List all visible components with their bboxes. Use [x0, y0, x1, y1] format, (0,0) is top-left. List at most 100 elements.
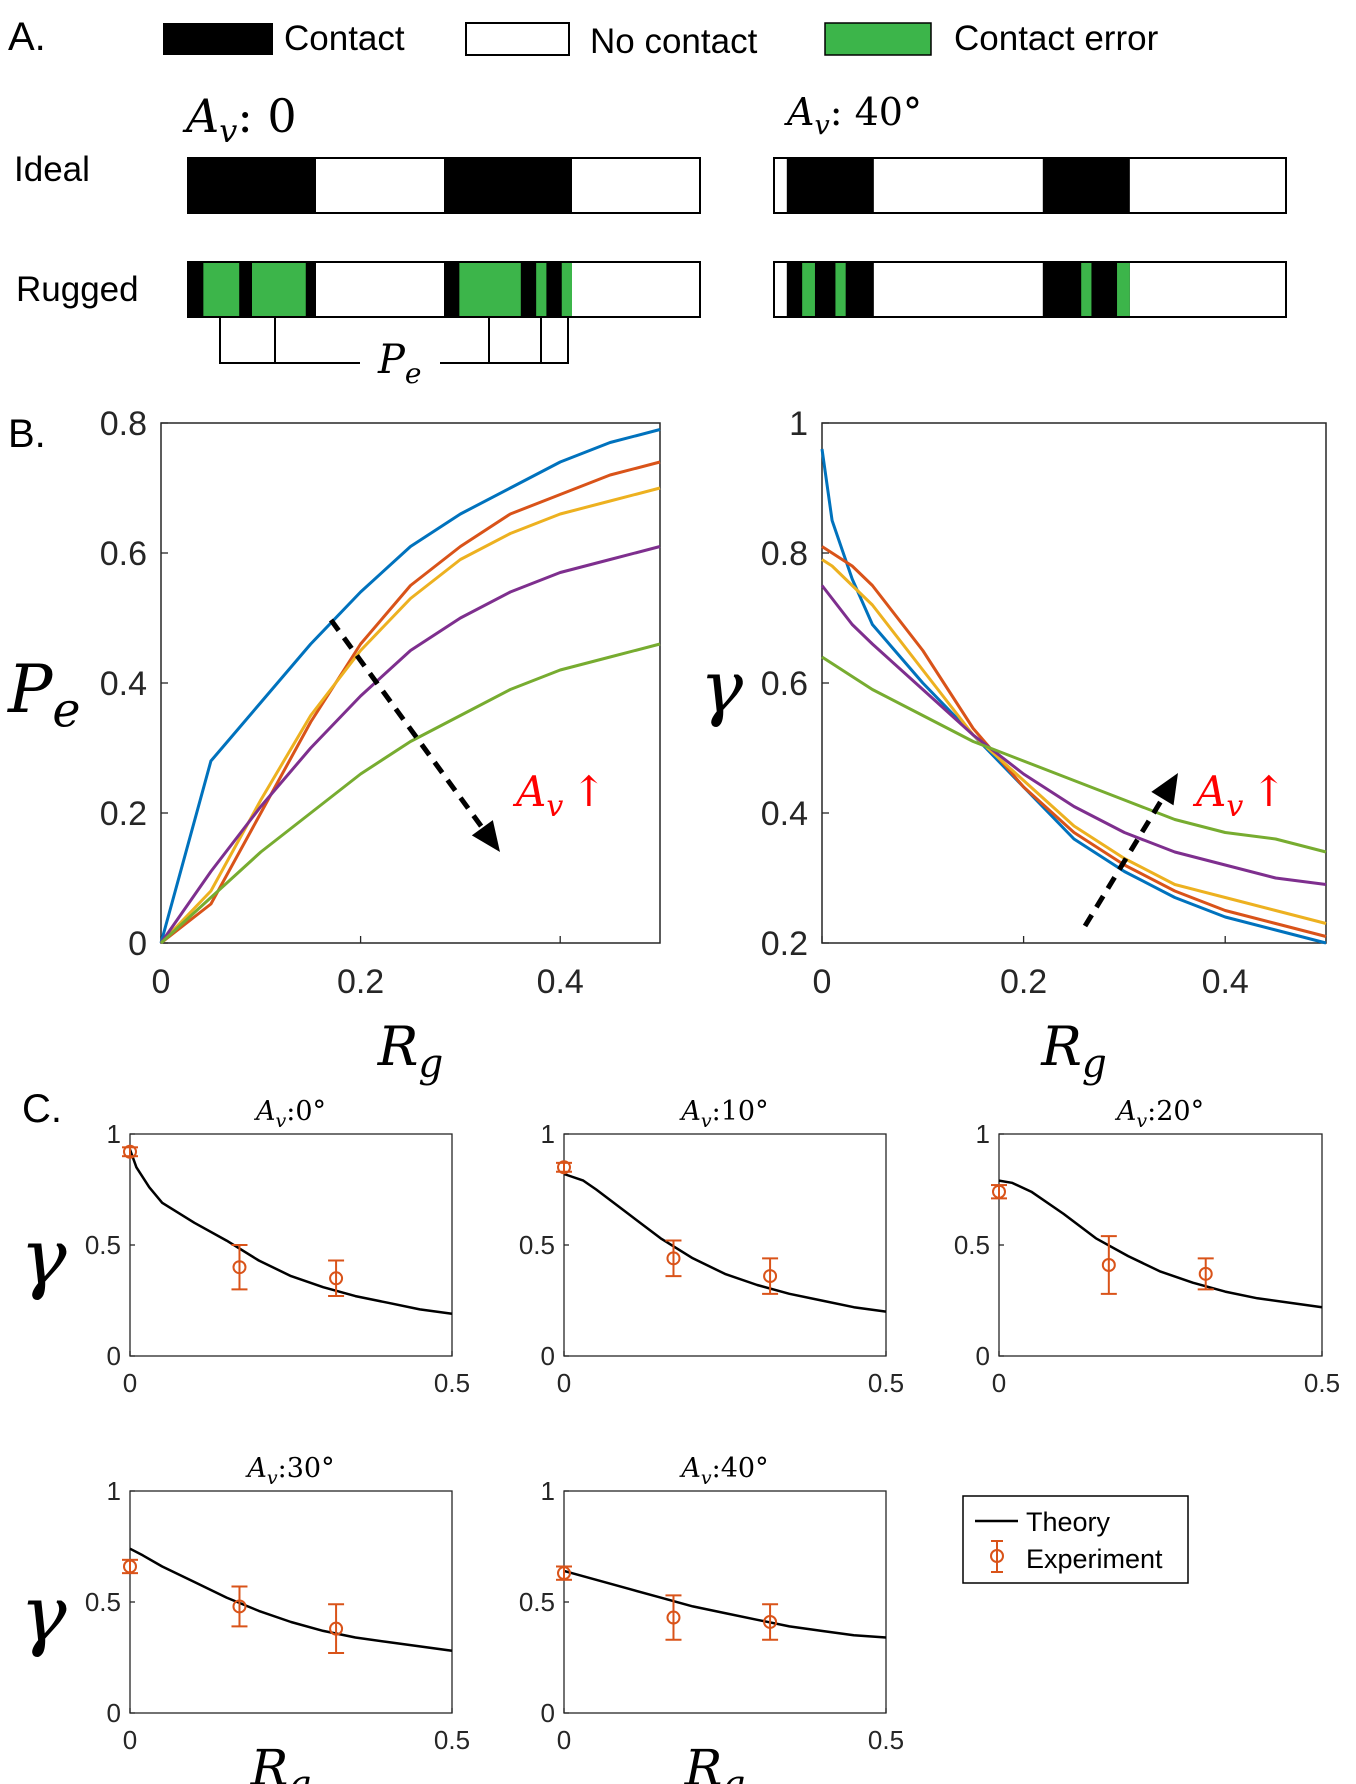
c3-experiment-point-1: [232, 1599, 247, 1614]
bright-ytick-label-4: 1: [789, 405, 808, 443]
legend-contact-error-swatch: [824, 22, 932, 56]
bleft-ytick-label-2: 0.4: [100, 665, 147, 703]
c2-xtick-label-1: 0.5: [1304, 1368, 1340, 1398]
bleft-ytick-label-4: 0.8: [100, 405, 147, 443]
c3-title: Av:30°: [244, 1453, 334, 1489]
c4-ytick-label-1: 0.5: [519, 1587, 555, 1617]
c4-experiment-point-0: [557, 1566, 571, 1581]
bleft-xtick-label-1: 0.2: [337, 963, 384, 1001]
error-segment-rugged_0-5: [536, 262, 547, 317]
c3-ytick-label-1: 0.5: [85, 1587, 121, 1617]
bar-frame-ideal_40: [773, 157, 1287, 214]
legend-c-box: [962, 1495, 1189, 1584]
bleft-series-0: [159, 428, 661, 944]
bright-series-2: [821, 558, 1327, 925]
c0-experiment-point-1: [232, 1260, 247, 1275]
c2-xtick-label-0: 0: [992, 1368, 1006, 1398]
contact-segment-rugged_40-0: [786, 262, 874, 317]
bright-ytick-label-3: 0.8: [761, 535, 808, 573]
bright-series-4: [821, 655, 1327, 854]
bleft-series-1: [160, 460, 661, 945]
c1-ytick-label-1: 0.5: [519, 1230, 555, 1260]
bright-series-1: [821, 545, 1327, 938]
bright-xlabel: Rg: [1040, 1015, 1107, 1087]
legend-c: Theory Experiment: [962, 1495, 1189, 1584]
c1-axes-box: [563, 1133, 887, 1357]
c3-theory-line: [129, 1547, 453, 1653]
c4-experiment-point-1: [666, 1610, 681, 1625]
bright-ytick-label-0: 0.2: [761, 925, 808, 963]
bright-series-3: [820, 584, 1327, 886]
c4-title: Av:40°: [678, 1453, 768, 1489]
error-segment-rugged_40-5: [1117, 262, 1130, 317]
bright-ytick-label-2: 0.6: [761, 665, 808, 703]
c3-ytick-label-0: 0: [107, 1698, 121, 1728]
contact-segment-ideal_0-0: [188, 158, 316, 213]
row-label-ideal: Ideal: [14, 150, 90, 189]
c1-xtick-label-1: 0.5: [868, 1368, 904, 1398]
bright-ylabel: γ: [700, 645, 744, 729]
c0-ytick-label-0: 0: [107, 1341, 121, 1371]
c4-ytick-label-0: 0: [541, 1698, 555, 1728]
c4-theory-line: [563, 1569, 887, 1639]
c4-xtick-label-0: 0: [557, 1725, 571, 1755]
bar-frame-rugged_0: [187, 261, 701, 318]
column-title-1: Av: 40°: [784, 90, 922, 141]
error-segment-rugged_0-4: [459, 262, 521, 317]
c2-ytick-label-2: 1: [976, 1119, 990, 1149]
c3-xtick-label-0: 0: [123, 1725, 137, 1755]
bright-arrow-head: [1151, 773, 1178, 806]
c2-theory-line: [998, 1179, 1323, 1309]
panel-a-label: A.: [8, 15, 46, 59]
c3-xlabel: Rg: [250, 1739, 312, 1784]
c4-experiment-point-2: [763, 1614, 778, 1629]
c1-experiment-point-0: [557, 1160, 571, 1175]
c4-axes-box: [563, 1490, 887, 1714]
bright-ytick-label-1: 0.4: [761, 795, 808, 833]
legend-c-experiment-label: Experiment: [1026, 1544, 1163, 1574]
row-label-rugged: Rugged: [16, 270, 139, 309]
panel-b-label: B.: [8, 412, 46, 456]
error-segment-rugged_40-1: [802, 262, 815, 317]
panel-c-label: C.: [22, 1087, 62, 1131]
c2-experiment-point-0: [992, 1184, 1006, 1199]
error-segment-rugged_0-6: [561, 262, 572, 317]
bleft-xtick-label-0: 0: [152, 963, 171, 1001]
c1-theory-line: [563, 1172, 887, 1313]
bright-xtick-label-1: 0.2: [1000, 963, 1047, 1001]
c3-ylabel: γ: [20, 1570, 67, 1660]
bleft-xlabel: Rg: [377, 1015, 444, 1087]
pe-bracket: [219, 318, 569, 364]
c1-ytick-label-2: 1: [541, 1119, 555, 1149]
bleft-ytick-label-3: 0.6: [100, 535, 147, 573]
c3-xtick-label-1: 0.5: [434, 1725, 470, 1755]
c0-xtick-label-0: 0: [123, 1368, 137, 1398]
legend-contact-swatch: [163, 23, 273, 55]
bright-xtick-label-2: 0.4: [1202, 963, 1249, 1001]
bleft-xtick-label-2: 0.4: [537, 963, 584, 1001]
c0-ylabel: γ: [20, 1213, 67, 1303]
c0-experiment-point-2: [329, 1271, 344, 1286]
bleft-series-3: [159, 545, 661, 944]
error-segment-rugged_0-2: [252, 262, 306, 317]
contact-bars: [187, 157, 1287, 318]
c3-axes-box: [129, 1490, 453, 1714]
c1-xtick-label-0: 0: [557, 1368, 571, 1398]
c2-ytick-label-0: 0: [976, 1341, 990, 1371]
c4-xtick-label-1: 0.5: [868, 1725, 904, 1755]
c1-experiment-point-2: [763, 1269, 778, 1284]
column-title-0: Av: 0: [182, 89, 297, 150]
legend-c-theory-label: Theory: [1026, 1507, 1111, 1537]
bleft-ytick-label-1: 0.2: [100, 795, 147, 833]
error-segment-rugged_40-4: [1081, 262, 1092, 317]
c1-ytick-label-0: 0: [541, 1341, 555, 1371]
c3-experiment-point-2: [329, 1621, 344, 1636]
legend-contact-error-label: Contact error: [954, 19, 1159, 58]
c4-xlabel: Rg: [684, 1739, 746, 1784]
c2-title: Av:20°: [1114, 1096, 1204, 1132]
contact-segment-ideal_40-0: [786, 158, 874, 213]
c3-experiment-point-0: [123, 1559, 137, 1574]
contact-segment-ideal_40-1: [1042, 158, 1130, 213]
c2-experiment-point-1: [1101, 1257, 1116, 1272]
